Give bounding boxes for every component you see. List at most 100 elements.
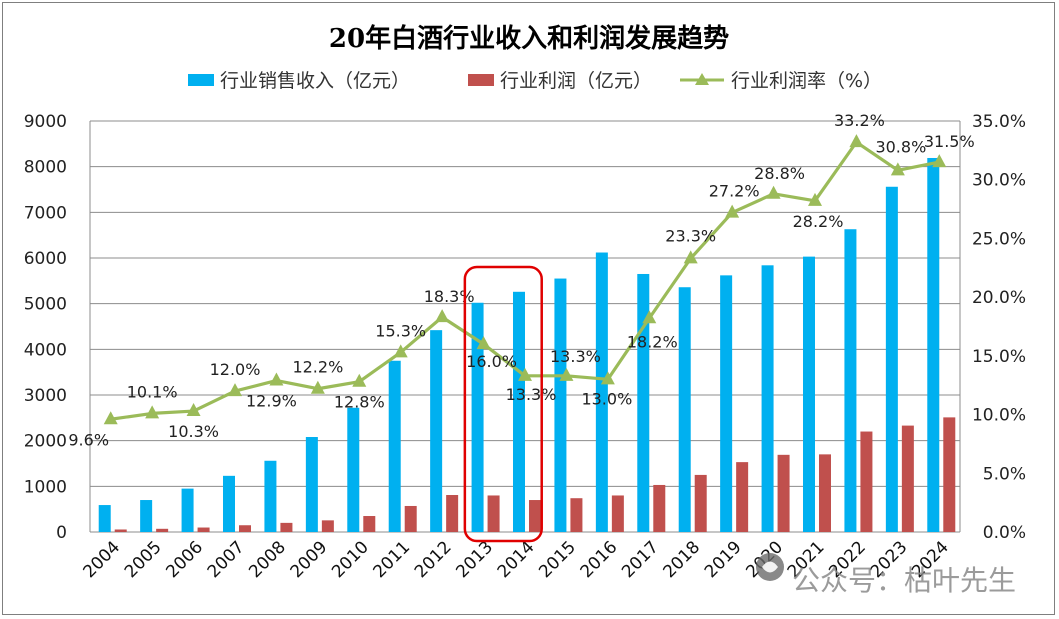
bar-sales-2011	[388, 360, 401, 532]
data-label-margin-2016: 13.0%	[581, 389, 632, 408]
bar-profit-2015	[570, 498, 583, 532]
marker-margin-2014	[518, 367, 532, 381]
marker-margin-2005	[145, 405, 160, 419]
data-label-margin-2010: 12.8%	[334, 393, 385, 412]
bar-sales-2009	[305, 437, 318, 532]
x-tick-label-2009: 2009	[287, 537, 332, 582]
x-tick-label-2012: 2012	[411, 537, 456, 582]
bar-profit-2007	[239, 525, 251, 532]
x-tick-label-2014: 2014	[494, 537, 539, 582]
bar-profit-2020	[777, 454, 790, 532]
watermark-text: 公众号：枯叶先生	[792, 564, 1016, 597]
bar-sales-2015	[554, 278, 567, 532]
y-left-tick-label: 7000	[24, 203, 67, 223]
x-tick-label-2006: 2006	[162, 537, 207, 582]
x-tick-label-2013: 2013	[452, 537, 497, 582]
highlight-box	[463, 265, 543, 543]
y-left-tick-label: 5000	[24, 295, 67, 315]
data-label-margin-2019: 27.2%	[709, 182, 760, 201]
data-label-margin-2013: 16.0%	[466, 352, 517, 371]
marker-margin-2017	[642, 310, 657, 324]
bar-profit-2013	[487, 495, 500, 532]
bar-sales-2018	[678, 287, 691, 532]
bar-sales-2007	[223, 475, 235, 532]
x-tick-label-2016: 2016	[577, 537, 622, 582]
bar-sales-2013	[471, 302, 484, 532]
y-axis-left: 0 1000 2000 3000 4000 5000 6000 7000 8000 9000	[24, 112, 67, 543]
data-label-margin-2004: 9.6%	[68, 430, 109, 449]
y-left-tick-label: 8000	[24, 158, 67, 178]
data-label-margin-2012: 18.3%	[424, 287, 475, 306]
y-right-tick-label: 15.0%	[972, 347, 1026, 367]
legend-label-profit: 行业利润（亿元）	[500, 70, 652, 92]
x-tick-label-2018: 2018	[660, 537, 705, 582]
data-label-margin-2021: 28.2%	[793, 212, 844, 231]
marker-margin-2004	[103, 411, 118, 425]
bar-profit-2009	[321, 520, 334, 532]
bar-sales-2019	[720, 275, 733, 532]
data-label-margin-2024: 31.5%	[924, 132, 975, 151]
bar-sales-2012	[430, 330, 443, 532]
x-tick-label-2007: 2007	[204, 537, 249, 582]
x-tick-label-2010: 2010	[328, 537, 373, 582]
marker-margin-2006	[186, 403, 201, 417]
bar-profit-2004	[114, 529, 127, 532]
bar-profit-2011	[404, 505, 417, 532]
snowball-logo-icon	[756, 553, 784, 581]
marker-margin-2019	[725, 204, 740, 218]
marker-margin-2009	[310, 380, 325, 394]
data-label-margin-2011: 15.3%	[375, 321, 426, 340]
data-label-margin-2005: 10.1%	[127, 382, 178, 401]
data-label-margin-2022: 33.2%	[834, 111, 885, 130]
marker-margin-2007	[228, 383, 242, 397]
legend-label-sales: 行业销售收入（亿元）	[220, 70, 410, 92]
bar-profit-2016	[611, 495, 624, 532]
marker-margin-2023	[890, 162, 905, 176]
marker-margin-2024	[932, 154, 947, 168]
x-tick-label-2004: 2004	[80, 537, 125, 582]
data-label-margin-2020: 28.8%	[754, 164, 805, 183]
marker-margin-2008	[269, 372, 284, 386]
marker-margin-2016	[600, 371, 615, 385]
bar-sales-2016	[595, 252, 608, 532]
bar-profit-2024	[943, 417, 956, 532]
y-right-tick-label: 5.0%	[983, 464, 1026, 484]
bar-sales-2017	[637, 273, 650, 532]
data-label-margin-2014: 13.3%	[506, 385, 557, 404]
legend-label-margin: 行业利润率（%）	[731, 70, 882, 92]
bar-sales-2014	[513, 291, 525, 532]
bar-profit-2018	[694, 474, 707, 532]
data-label-margin-2008: 12.9%	[246, 392, 297, 411]
bar-sales-2005	[140, 500, 153, 532]
x-tick-label-2011: 2011	[370, 537, 415, 582]
marker-margin-2020	[766, 185, 781, 199]
y-right-tick-label: 10.0%	[972, 406, 1026, 426]
legend-swatch-profit	[468, 74, 494, 86]
y-right-tick-label: 0.0%	[983, 523, 1026, 543]
bar-sales-2021	[803, 256, 815, 532]
bar-sales-2008	[264, 460, 277, 532]
bar-sales-2022	[844, 229, 857, 533]
data-label-margin-2017: 18.2%	[627, 332, 678, 351]
y-axis-right: 0.0% 5.0% 10.0% 15.0% 20.0% 25.0% 30.0% 35.0%	[972, 112, 1026, 543]
bar-sales-2024	[927, 157, 940, 533]
bar-profit-2006	[197, 527, 210, 532]
data-labels-layer: 9.6% 10.1% 10.3% 12.0% 12.9% 12.2% 12.8% 15.3% 1…	[68, 111, 974, 449]
data-label-margin-2006: 10.3%	[168, 422, 219, 441]
x-tick-label-2015: 2015	[535, 537, 580, 582]
marker-margin-2012	[435, 309, 450, 323]
bar-profit-2023	[901, 425, 914, 532]
bar-profit-2008	[280, 522, 293, 532]
bar-profit-2017	[653, 484, 666, 532]
bar-profit-2010	[363, 516, 376, 532]
marker-margin-2015	[559, 367, 574, 381]
bars-layer	[98, 157, 956, 533]
data-label-margin-2023: 30.8%	[875, 137, 926, 156]
marker-margin-2013	[476, 336, 491, 350]
chart-legend: 行业销售收入（亿元） 行业利润（亿元） 行业利润率（%）	[188, 70, 882, 92]
y-left-tick-label: 9000	[24, 112, 67, 132]
bar-profit-2005	[156, 528, 169, 532]
watermark: 公众号：枯叶先生	[756, 553, 1016, 597]
bar-sales-2006	[181, 488, 194, 532]
